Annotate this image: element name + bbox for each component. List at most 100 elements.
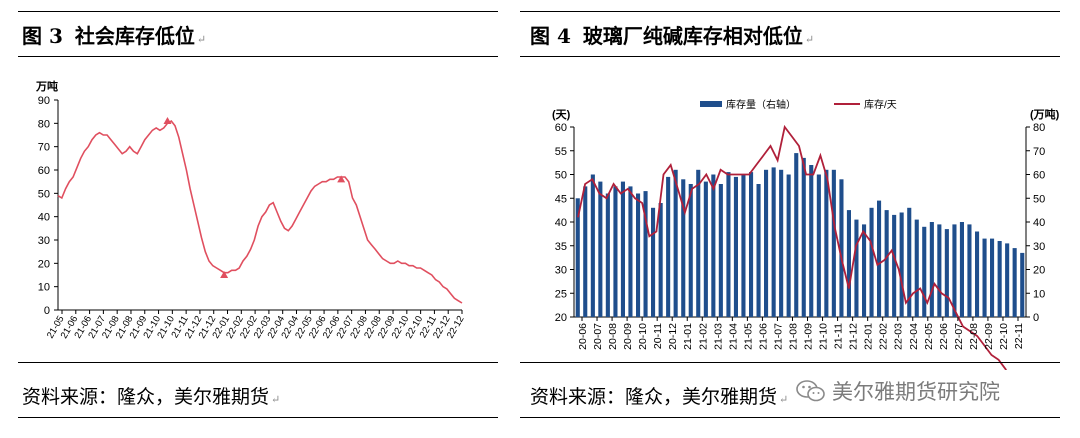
left-tick-label: 50 — [555, 170, 567, 182]
x-tick-label: 21-03 — [712, 323, 724, 350]
x-tick-label: 22-05 — [923, 323, 935, 350]
right-tick-label: 80 — [1033, 122, 1045, 134]
peak-marker — [337, 175, 346, 183]
top-rule — [18, 11, 498, 12]
x-tick-label: 22-04 — [908, 323, 920, 350]
figure-3-title: 图 3 社会库存低位 ↵ — [22, 24, 207, 48]
inventory-bar — [892, 214, 897, 317]
figure-4-number: 图 4 — [530, 24, 571, 48]
figure-3-panel: 图 3 社会库存低位 ↵ 万吨 0 10 20 30 40 50 60 70 80 90 21-05 21-… — [0, 0, 520, 438]
inventory-bar — [703, 181, 708, 317]
right-tick-label: 20 — [1033, 265, 1045, 277]
title-rule — [520, 56, 1060, 57]
inventory-bar — [839, 179, 844, 318]
x-tick-label: 22-02 — [878, 323, 890, 350]
right-tick-label: 50 — [1033, 193, 1045, 205]
x-tick-label: 21-12 — [848, 323, 860, 350]
x-tick-label: 22-09 — [983, 323, 995, 350]
title-rule — [18, 56, 498, 57]
inventory-bar — [884, 210, 889, 317]
inventory-bar — [816, 174, 821, 317]
left-tick-label: 35 — [555, 241, 567, 253]
x-tick-label: 22-10 — [998, 323, 1010, 350]
x-tick-label: 21-02 — [697, 323, 709, 350]
inventory-bar — [613, 186, 618, 317]
x-tick-label: 21-04 — [727, 323, 739, 350]
figure-4-source-text: 资料来源：隆众，美尔雅期货 — [530, 386, 778, 408]
left-axis-label: (天) — [552, 108, 571, 121]
inventory-bar — [786, 174, 791, 317]
y-tick-label: 70 — [38, 142, 50, 154]
y-tick-label: 40 — [38, 212, 50, 224]
y-tick-label: 20 — [38, 258, 50, 270]
inventory-bar — [1012, 248, 1017, 317]
y-tick-label: 90 — [38, 95, 50, 107]
inventory-bar — [967, 224, 972, 317]
legend: 库存量（右轴） 库存/天 — [700, 98, 897, 111]
figure-3-source-text: 资料来源：隆众，美尔雅期货 — [22, 386, 270, 408]
top-rule — [520, 11, 1060, 12]
figure-3-chart: 万吨010203040506070809021-0521-0621-0621-0… — [35, 79, 467, 341]
inventory-bar — [756, 184, 761, 317]
inventory-bar — [1005, 243, 1010, 317]
y-tick-label: 30 — [38, 235, 50, 247]
figure-3-title-text: 社会库存低位 — [74, 24, 195, 48]
legend-label-bar: 库存量（右轴） — [726, 98, 796, 111]
right-tick-label: 10 — [1033, 288, 1045, 300]
right-tick-label: 0 — [1033, 312, 1039, 324]
watermark: 美尔雅期货研究院 — [792, 376, 1004, 406]
inventory-bar — [643, 191, 648, 317]
right-tick-label: 30 — [1033, 241, 1045, 253]
inventory-bar — [658, 203, 663, 317]
x-tick-label: 21-07 — [772, 323, 784, 350]
figure-4-title-text: 玻璃厂纯碱库存相对低位 — [582, 24, 803, 48]
inventory-bar — [990, 238, 995, 317]
inventory-bar — [1020, 252, 1025, 317]
inventory-bar — [681, 179, 686, 318]
left-tick-label: 20 — [555, 312, 567, 324]
figure-3-number: 图 3 — [22, 24, 63, 48]
y-tick-label: 60 — [38, 165, 50, 177]
inventory-bar — [862, 224, 867, 317]
inventory-bar — [937, 224, 942, 317]
series-line-days — [577, 124, 1007, 370]
inventory-bar — [869, 207, 874, 318]
inventory-bar — [944, 229, 949, 317]
figure-4-panel: 图 4 玻璃厂纯碱库存相对低位 ↵ (天) (万吨) 库存量（右轴） 库存/天 20 25 30… — [520, 0, 1080, 438]
x-tick-label: 21-05 — [742, 323, 754, 350]
left-tick-label: 25 — [555, 288, 567, 300]
peak-marker — [220, 271, 229, 278]
figure-4-chart: (天) (万吨) 库存量（右轴） 库存/天 20 25 30 35 40 45 50 55 60 0 10 2… — [552, 98, 1060, 370]
y-axis-label: 万吨 — [35, 79, 58, 93]
inventory-bar — [801, 157, 806, 317]
inventory-bar — [959, 222, 964, 317]
x-tick-label: 22-01 — [863, 323, 875, 350]
inventory-bar — [854, 219, 859, 317]
inventory-bar — [711, 174, 716, 317]
x-tick-label: 20-06 — [577, 323, 589, 350]
inventory-bar — [688, 184, 693, 317]
x-tick-label: 20-10 — [637, 323, 649, 350]
inventory-bar — [997, 241, 1002, 317]
peak-marker — [163, 117, 172, 124]
inventory-bar — [718, 184, 723, 317]
x-tick-label: 22-06 — [938, 323, 950, 350]
inventory-bar — [952, 224, 957, 317]
right-tick-label: 40 — [1033, 217, 1045, 229]
inventory-bar — [598, 181, 603, 317]
x-tick-label: 20-07 — [592, 323, 604, 350]
source-rule-top — [18, 362, 498, 363]
x-tick-label: 22-03 — [893, 323, 905, 350]
bottom-rule — [18, 417, 498, 418]
inventory-bar — [583, 186, 588, 317]
x-tick-label: 22-08 — [968, 323, 980, 350]
x-tick-label: 21-09 — [803, 323, 815, 350]
inventory-bar — [824, 169, 829, 318]
x-tick-label: 21-10 — [818, 323, 830, 350]
inventory-bar — [590, 174, 595, 317]
inventory-bar — [749, 172, 754, 317]
figure-4-title: 图 4 玻璃厂纯碱库存相对低位 ↵ — [530, 24, 815, 48]
source-rule-top — [520, 362, 1060, 363]
inventory-bar — [673, 169, 678, 318]
inventory-bar — [982, 238, 987, 317]
